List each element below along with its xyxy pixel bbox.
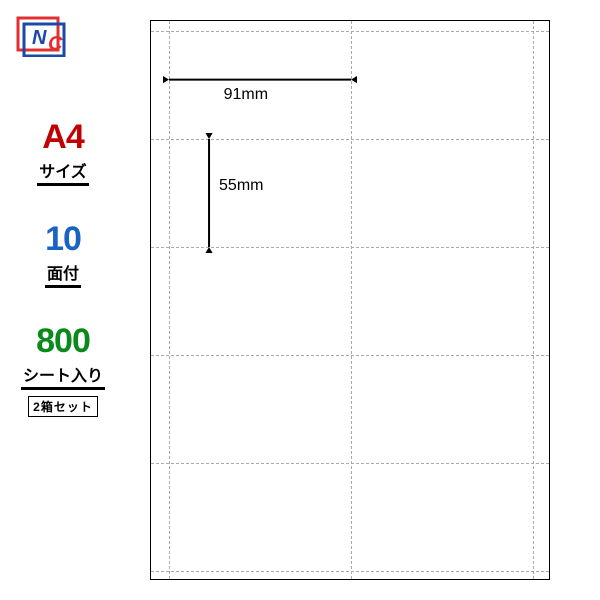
spec-size: A4 サイズ — [18, 120, 108, 186]
spec-sheets: 800 シート入り 2箱セット — [18, 324, 108, 417]
svg-text:C: C — [48, 33, 63, 55]
spec-faces: 10 面付 — [18, 222, 108, 288]
spec-sheets-label: シート入り — [21, 360, 105, 390]
spec-sidebar: A4 サイズ 10 面付 800 シート入り 2箱セット — [18, 120, 108, 453]
svg-text:N: N — [32, 27, 47, 49]
logo: N C — [12, 12, 72, 57]
label-sheet-diagram: 91mm 55mm — [150, 20, 550, 580]
width-dimension-label: 91mm — [224, 86, 268, 104]
height-dimension-label: 55mm — [219, 177, 263, 195]
spec-size-label: サイズ — [37, 156, 89, 186]
spec-faces-value: 10 — [18, 222, 108, 256]
spec-sheets-value: 800 — [18, 324, 108, 358]
spec-faces-label: 面付 — [45, 258, 81, 288]
spec-size-value: A4 — [18, 120, 108, 154]
spec-sheets-box: 2箱セット — [28, 396, 98, 417]
